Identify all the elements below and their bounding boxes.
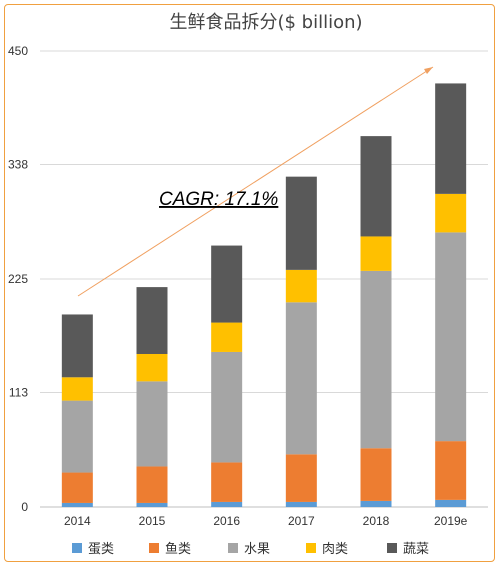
bar-segment xyxy=(61,502,93,507)
gridlines xyxy=(40,50,488,508)
bar-segment xyxy=(211,245,243,323)
bar-segment xyxy=(136,502,168,507)
bar-segment xyxy=(435,232,467,442)
bar-segment xyxy=(285,501,317,507)
legend-label: 蔬菜 xyxy=(403,542,429,557)
y-tick-label: 0 xyxy=(21,500,28,514)
cagr-label: CAGR: 17.1% xyxy=(159,189,278,210)
chart-title: 生鲜食品拆分($ billion) xyxy=(169,12,362,33)
y-tick-label: 450 xyxy=(8,44,28,58)
bar-segment xyxy=(285,454,317,502)
legend-swatch xyxy=(228,543,238,553)
y-tick-label: 225 xyxy=(8,272,28,286)
bar-segment xyxy=(211,501,243,507)
bar-segment xyxy=(360,270,392,449)
legend-swatch xyxy=(387,543,397,553)
cagr-annotation: CAGR: 17.1% xyxy=(77,66,434,297)
legend-label: 蛋类 xyxy=(88,542,114,557)
trend-arrow-line xyxy=(77,66,434,297)
y-tick-label: 338 xyxy=(8,157,28,171)
bar-segment xyxy=(136,353,168,382)
x-tick-label: 2018 xyxy=(363,514,390,528)
legend-label: 鱼类 xyxy=(165,541,191,557)
bar-segment xyxy=(360,136,392,237)
bar-segment xyxy=(360,448,392,501)
bar-segment xyxy=(211,322,243,352)
bar-segment xyxy=(61,472,93,503)
bar-segment xyxy=(61,314,93,378)
bar-segment xyxy=(136,466,168,503)
x-tick-label: 2015 xyxy=(139,514,166,528)
bar-segment xyxy=(285,176,317,270)
legend-swatch xyxy=(72,543,82,553)
legend-swatch xyxy=(306,543,316,553)
chart-frame xyxy=(4,4,495,562)
legend: 蛋类 鱼类 水果 肉类 蔬菜 xyxy=(72,541,429,557)
bar-segment xyxy=(285,302,317,455)
y-axis-ticks: 0 113 225 338 450 xyxy=(8,44,28,514)
bar-segment xyxy=(136,287,168,354)
x-tick-label: 2017 xyxy=(288,514,315,528)
bar-segment xyxy=(435,193,467,233)
bar-segment xyxy=(360,236,392,271)
bar-segment xyxy=(435,441,467,500)
x-tick-label: 2019e xyxy=(434,514,468,528)
legend-label: 水果 xyxy=(244,542,270,557)
bar-segment xyxy=(61,400,93,473)
y-tick-label: 113 xyxy=(9,385,28,399)
bar-segment xyxy=(61,377,93,401)
x-tick-label: 2014 xyxy=(64,514,91,528)
bar-segment xyxy=(211,351,243,463)
legend-swatch xyxy=(149,543,159,553)
trend-arrow-head xyxy=(424,67,433,74)
bar-segment xyxy=(435,499,467,507)
bar-segment xyxy=(211,462,243,502)
bar-segment xyxy=(136,381,168,467)
x-tick-label: 2016 xyxy=(213,514,240,528)
legend-label: 肉类 xyxy=(322,542,348,557)
bar-segment xyxy=(360,500,392,507)
bar-segment xyxy=(285,269,317,303)
x-axis-ticks: 2014 2015 2016 2017 2018 2019e xyxy=(64,514,468,528)
bar-segment xyxy=(435,83,467,194)
bars xyxy=(61,83,467,507)
